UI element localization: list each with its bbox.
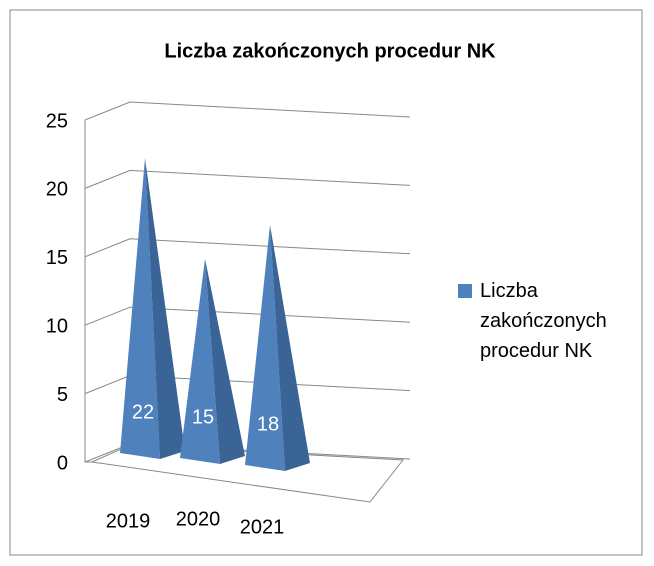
grid-line	[84, 169, 411, 189]
data-label: 15	[192, 406, 214, 428]
legend-label: Liczba zakończonych procedur NK	[480, 280, 607, 362]
pyramid	[245, 224, 310, 471]
chart-border	[9, 9, 643, 556]
pyramid	[180, 258, 245, 464]
y-tick-label: 10	[46, 315, 68, 337]
pyramid-right-face	[145, 158, 185, 460]
grid-line	[84, 101, 411, 121]
x-tick-label: 2019	[106, 510, 151, 532]
y-tick-label: 15	[46, 247, 68, 269]
pyramid-right-face	[205, 258, 245, 464]
pyramid-left-face	[245, 224, 285, 471]
grid-line	[84, 238, 411, 258]
y-tick-label: 25	[46, 110, 68, 132]
chart-title: Liczba zakończonych procedur NK	[164, 40, 496, 62]
x-tick-label: 2020	[176, 508, 221, 530]
pyramid-right-face	[270, 224, 310, 471]
y-tick-label: 5	[57, 384, 68, 406]
grid-line	[84, 306, 411, 326]
pyramid	[120, 158, 185, 460]
floor	[90, 444, 404, 503]
legend-swatch	[458, 284, 472, 298]
x-tick-label: 2021	[240, 516, 285, 538]
data-label: 18	[257, 413, 279, 435]
y-tick-label: 20	[46, 179, 68, 201]
y-tick-label: 0	[57, 452, 68, 474]
data-label: 22	[132, 401, 154, 423]
pyramid-left-face	[180, 258, 220, 464]
pyramid-left-face	[120, 158, 160, 460]
